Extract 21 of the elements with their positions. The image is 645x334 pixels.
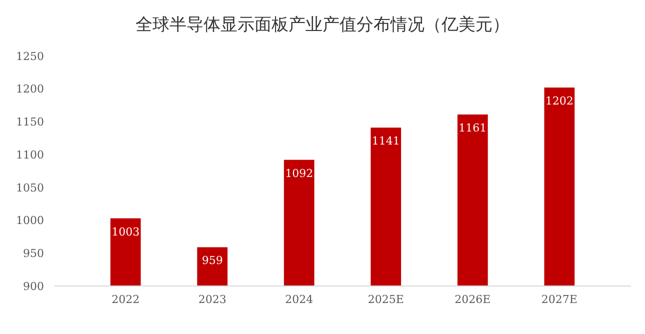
y-tick-label: 1050 [16, 181, 44, 194]
data-label: 1202 [545, 94, 574, 108]
data-label: 959 [202, 254, 223, 268]
y-tick-label: 1150 [16, 116, 44, 129]
x-tick-label: 2024 [285, 293, 314, 306]
x-tick-label: 2027E [541, 293, 578, 306]
x-tick-label: 2023 [198, 293, 226, 306]
y-tick-label: 900 [23, 280, 44, 293]
y-tick-label: 950 [23, 246, 44, 260]
y-tick-label: 1100 [16, 148, 44, 162]
y-tick-label: 1250 [16, 50, 44, 63]
data-label: 1141 [372, 134, 400, 148]
x-tick-label: 2026E [454, 293, 491, 306]
chart-title: 全球半导体显示面板产业产值分布情况（亿美元） [136, 15, 510, 35]
data-label: 1092 [285, 166, 314, 180]
data-label: 1003 [112, 225, 140, 238]
x-tick-label: 2025E [368, 293, 404, 306]
data-label: 1161 [458, 121, 487, 134]
y-tick-label: 1200 [16, 82, 44, 96]
x-tick-label: 2022 [112, 293, 140, 306]
y-tick-label: 1000 [16, 214, 44, 228]
